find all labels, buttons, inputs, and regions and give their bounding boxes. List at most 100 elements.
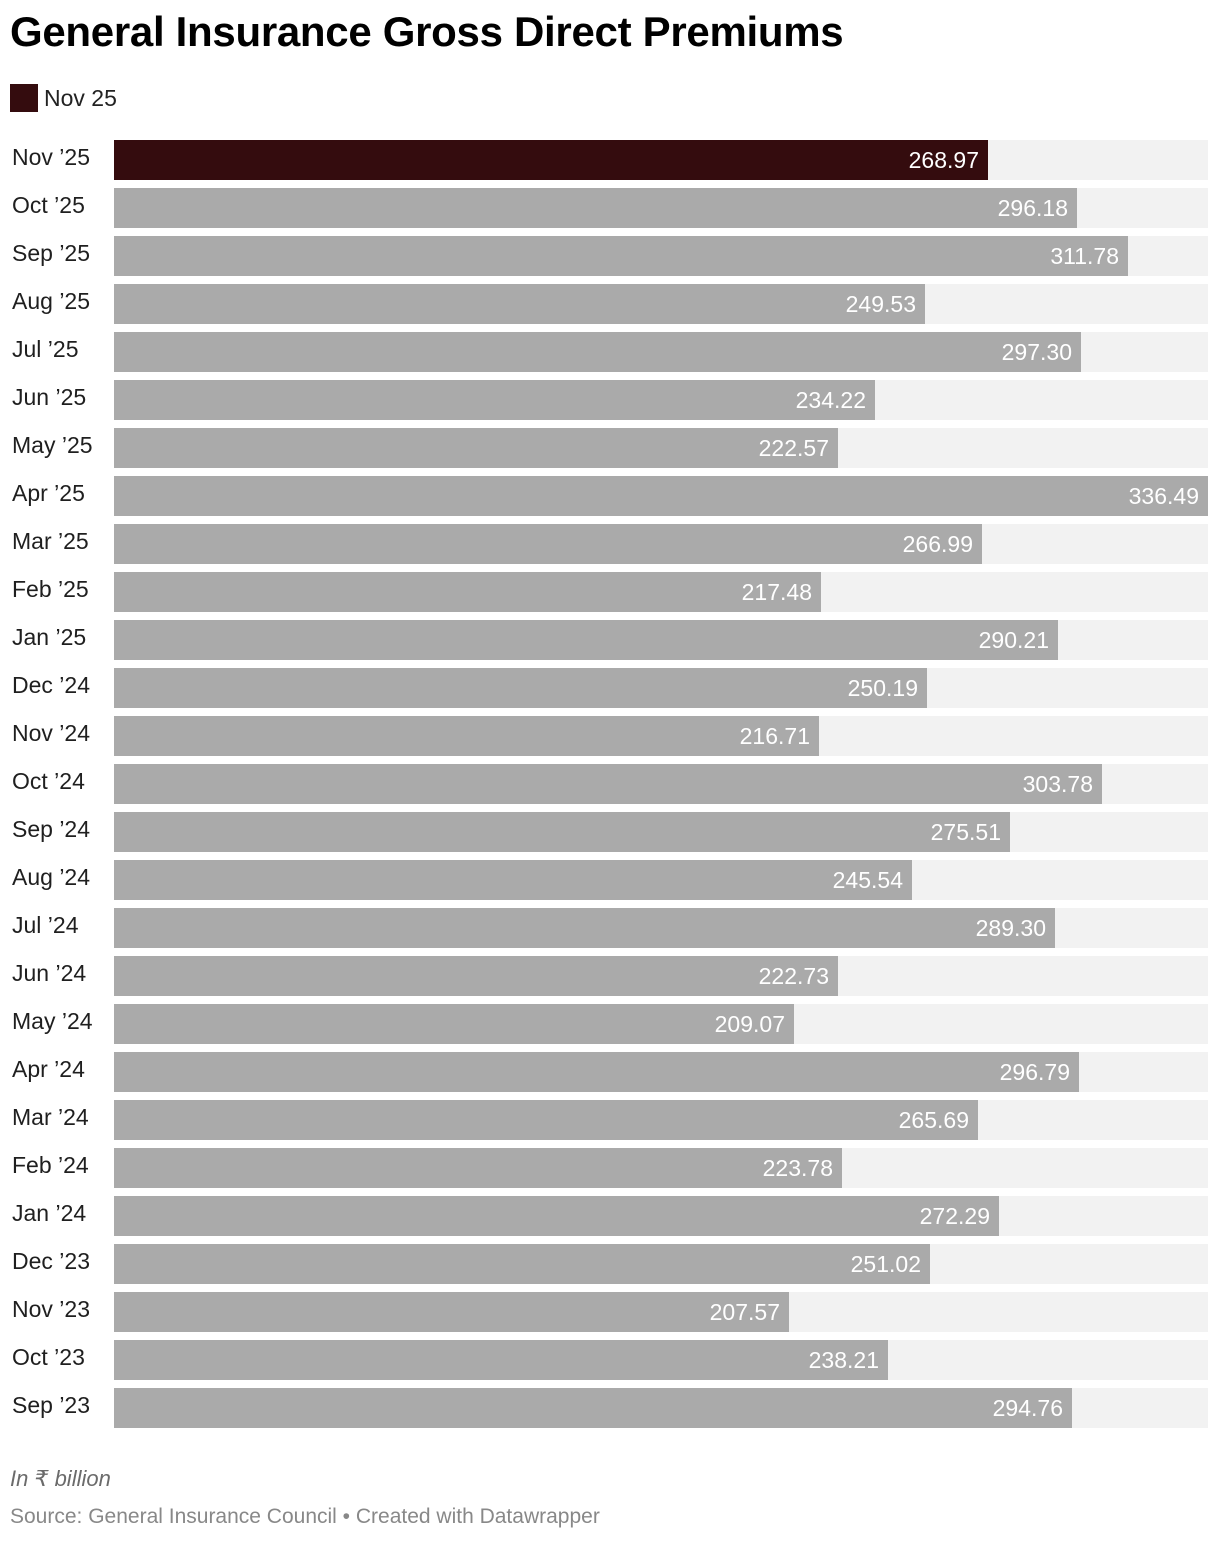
- bar-track: 223.78: [114, 1148, 1208, 1188]
- legend-label: Nov 25: [44, 84, 117, 111]
- category-label: Sep ’24: [12, 816, 91, 842]
- bar-row: Aug ’25 249.53: [0, 284, 1220, 324]
- category-label: Jul ’25: [12, 336, 79, 362]
- category-label: Apr ’25: [12, 480, 85, 506]
- bar: 266.99: [114, 524, 982, 564]
- bar: 297.30: [114, 332, 1081, 372]
- bar-value-label: 265.69: [898, 1107, 969, 1133]
- bar-row: Jun ’24 222.73: [0, 956, 1220, 996]
- category-label: Mar ’25: [12, 528, 89, 554]
- bar-row: Oct ’24 303.78: [0, 764, 1220, 804]
- category-label: Dec ’24: [12, 672, 90, 698]
- category-label: Sep ’23: [12, 1392, 91, 1418]
- bar-row: Sep ’23 294.76: [0, 1388, 1220, 1428]
- bar-value-label: 290.21: [978, 627, 1049, 653]
- bar: 294.76: [114, 1388, 1072, 1428]
- bar-row: Jan ’24 272.29: [0, 1196, 1220, 1236]
- bar-row: Feb ’24 223.78: [0, 1148, 1220, 1188]
- bar: 234.22: [114, 380, 875, 420]
- category-label: Oct ’25: [12, 192, 85, 218]
- bar-value-label: 266.99: [902, 531, 973, 557]
- bar-row: Apr ’24 296.79: [0, 1052, 1220, 1092]
- bar-track: 209.07: [114, 1004, 1208, 1044]
- bar-value-label: 222.73: [758, 963, 829, 989]
- bar-track: 207.57: [114, 1292, 1208, 1332]
- bar-value-label: 303.78: [1022, 771, 1093, 797]
- chart-source: Source: General Insurance Council • Crea…: [10, 1505, 600, 1528]
- bar-row: Oct ’25 296.18: [0, 188, 1220, 228]
- bar-value-label: 272.29: [919, 1203, 990, 1229]
- bar-track: 289.30: [114, 908, 1208, 948]
- bar-track: 266.99: [114, 524, 1208, 564]
- bar: 272.29: [114, 1196, 999, 1236]
- category-label: May ’24: [12, 1008, 93, 1034]
- bar-track: 216.71: [114, 716, 1208, 756]
- bar-row: Sep ’24 275.51: [0, 812, 1220, 852]
- bar-value-label: 245.54: [832, 867, 903, 893]
- bar-value-label: 238.21: [808, 1347, 879, 1373]
- category-label: Nov ’24: [12, 720, 90, 746]
- bar-row: Apr ’25 336.49: [0, 476, 1220, 516]
- bar-track: 297.30: [114, 332, 1208, 372]
- bar: 296.18: [114, 188, 1077, 228]
- legend-swatch: [10, 84, 38, 112]
- bar-row: Mar ’24 265.69: [0, 1100, 1220, 1140]
- bar-value-label: 250.19: [847, 675, 918, 701]
- category-label: Jun ’25: [12, 384, 87, 410]
- bar-row: Nov ’25 268.97: [0, 140, 1220, 180]
- bar-row: Mar ’25 266.99: [0, 524, 1220, 564]
- bar-row: Oct ’23 238.21: [0, 1340, 1220, 1380]
- bar: 250.19: [114, 668, 927, 708]
- chart-notes: In ₹ billion: [10, 1466, 111, 1491]
- bar-track: 272.29: [114, 1196, 1208, 1236]
- bar: 209.07: [114, 1004, 794, 1044]
- bar: 238.21: [114, 1340, 888, 1380]
- bar-value-label: 289.30: [975, 915, 1046, 941]
- bar: 290.21: [114, 620, 1058, 660]
- category-label: Apr ’24: [12, 1056, 85, 1082]
- bar-value-label: 209.07: [714, 1011, 785, 1037]
- bar-value-label: 268.97: [908, 147, 979, 173]
- bar-track: 275.51: [114, 812, 1208, 852]
- bar-track: 222.73: [114, 956, 1208, 996]
- bar-row: Aug ’24 245.54: [0, 860, 1220, 900]
- bar-track: 294.76: [114, 1388, 1208, 1428]
- bar: 251.02: [114, 1244, 930, 1284]
- category-label: Oct ’24: [12, 768, 85, 794]
- bar-row: Sep ’25 311.78: [0, 236, 1220, 276]
- category-label: Jun ’24: [12, 960, 87, 986]
- bar-row: Jul ’24 289.30: [0, 908, 1220, 948]
- bar-value-label: 297.30: [1001, 339, 1072, 365]
- bar-value-label: 294.76: [992, 1395, 1063, 1421]
- bar-value-label: 222.57: [758, 435, 829, 461]
- category-label: Nov ’25: [12, 144, 90, 170]
- bar-track: 234.22: [114, 380, 1208, 420]
- bar-track: 217.48: [114, 572, 1208, 612]
- bar: 222.73: [114, 956, 838, 996]
- bar: 289.30: [114, 908, 1055, 948]
- bar-track: 238.21: [114, 1340, 1208, 1380]
- category-label: Sep ’25: [12, 240, 91, 266]
- bar: 249.53: [114, 284, 925, 324]
- category-label: May ’25: [12, 432, 93, 458]
- bar-value-label: 251.02: [850, 1251, 921, 1277]
- bar: 303.78: [114, 764, 1102, 804]
- category-label: Jan ’25: [12, 624, 87, 650]
- bar: 217.48: [114, 572, 821, 612]
- bar-value-label: 296.18: [997, 195, 1068, 221]
- bar: 222.57: [114, 428, 838, 468]
- bar-value-label: 296.79: [999, 1059, 1070, 1085]
- category-label: Oct ’23: [12, 1344, 85, 1370]
- bar-value-label: 275.51: [930, 819, 1001, 845]
- bar: 336.49: [114, 476, 1208, 516]
- bar: 265.69: [114, 1100, 978, 1140]
- bar-track: 250.19: [114, 668, 1208, 708]
- bar-track: 251.02: [114, 1244, 1208, 1284]
- category-label: Jul ’24: [12, 912, 79, 938]
- bar: 207.57: [114, 1292, 789, 1332]
- bar-track: 311.78: [114, 236, 1208, 276]
- category-label: Nov ’23: [12, 1296, 90, 1322]
- category-label: Feb ’24: [12, 1152, 89, 1178]
- category-label: Dec ’23: [12, 1248, 90, 1274]
- bar: 223.78: [114, 1148, 842, 1188]
